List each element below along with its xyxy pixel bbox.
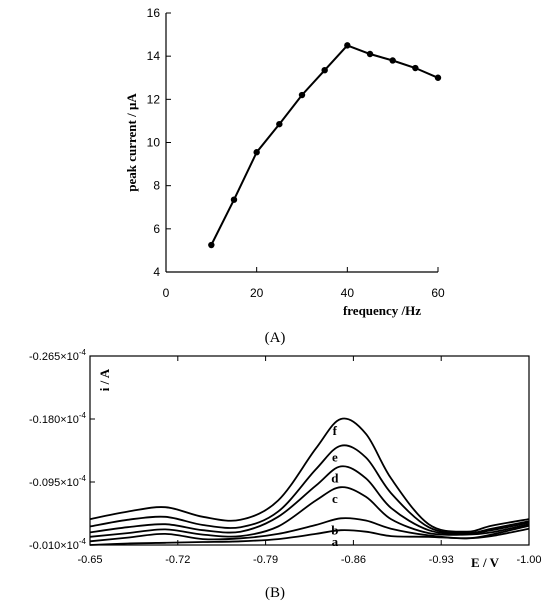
x-tick-label: -0.79 <box>253 554 278 566</box>
data-point <box>208 241 215 249</box>
data-point <box>276 120 283 128</box>
y-tick-exponent: -4 <box>79 474 87 483</box>
y-tick-mantissa: -0.265 <box>29 351 60 363</box>
y-tick-label: 4 <box>153 265 160 279</box>
y-tick-mantissa: -0.010 <box>29 540 60 552</box>
panel-a: 4 6 8 10 12 14 16 0 20 40 60 frequency /Hz peak curr… <box>124 6 445 346</box>
plot-frame <box>89 355 530 546</box>
y-tick-mantissa: -0.180 <box>29 414 60 426</box>
x-tick-label: 40 <box>341 286 355 300</box>
data-point <box>366 50 374 58</box>
curve-label-a: a <box>332 534 339 549</box>
y-tick-label: 16 <box>147 6 161 20</box>
x-tick-label: -0.65 <box>77 554 102 566</box>
panel-b-caption: (B) <box>265 585 285 601</box>
panel-b: -0.65 -0.72 -0.79 -0.86 -0.93 -1.00-0.010×10-… <box>29 348 542 601</box>
y-axis-title: peak current / μA <box>124 93 139 192</box>
x-axis-title: frequency /Hz <box>343 303 421 318</box>
curve-label-b: b <box>331 522 338 537</box>
curve-b <box>89 517 530 543</box>
x-tick-label: 20 <box>250 286 264 300</box>
data-point <box>321 66 328 74</box>
y-tick-times: ×10 <box>60 351 79 363</box>
data-point <box>298 91 306 99</box>
y-tick-times: ×10 <box>60 414 79 426</box>
curve-label-d: d <box>331 470 339 485</box>
data-point <box>253 149 260 156</box>
x-tick-label: -0.72 <box>165 554 190 566</box>
y-tick-label: -0.180×10-4 <box>29 411 87 426</box>
data-point <box>412 64 419 72</box>
y-tick-exponent: -4 <box>79 537 87 546</box>
y-axis-title: i / A <box>97 368 112 391</box>
y-tick-label: 12 <box>147 92 161 106</box>
data-point <box>434 74 442 81</box>
data-point <box>344 42 351 49</box>
x-tick-label: 60 <box>431 286 445 300</box>
data-point <box>230 196 238 203</box>
curve-f <box>89 417 530 533</box>
y-tick-mantissa: -0.095 <box>29 477 60 489</box>
x-tick-label: 0 <box>163 286 170 300</box>
y-tick-times: ×10 <box>60 540 79 552</box>
y-tick-label: 10 <box>147 136 161 150</box>
x-tick-label: -0.93 <box>429 554 454 566</box>
curve-label-f: f <box>333 423 338 438</box>
y-tick-exponent: -4 <box>79 411 87 420</box>
y-tick-label: -0.265×10-4 <box>29 348 87 363</box>
x-tick-label: -1.00 <box>516 554 541 566</box>
curve-label-c: c <box>332 491 338 506</box>
data-point <box>389 57 396 64</box>
y-tick-label: -0.010×10-4 <box>29 537 87 552</box>
y-tick-label: 14 <box>147 49 161 63</box>
curve-e <box>89 444 530 535</box>
x-axis-title: E / V <box>471 555 500 570</box>
y-tick-label: 6 <box>153 222 160 236</box>
panel-a-caption: (A) <box>265 330 286 346</box>
curve-c <box>89 486 530 538</box>
y-tick-label: 8 <box>153 179 160 193</box>
x-tick-label: -0.86 <box>341 554 366 566</box>
series-line <box>210 44 439 246</box>
y-tick-exponent: -4 <box>79 348 87 357</box>
y-tick-label: -0.095×10-4 <box>29 474 87 489</box>
curve-label-e: e <box>332 450 338 465</box>
y-tick-times: ×10 <box>60 477 79 489</box>
